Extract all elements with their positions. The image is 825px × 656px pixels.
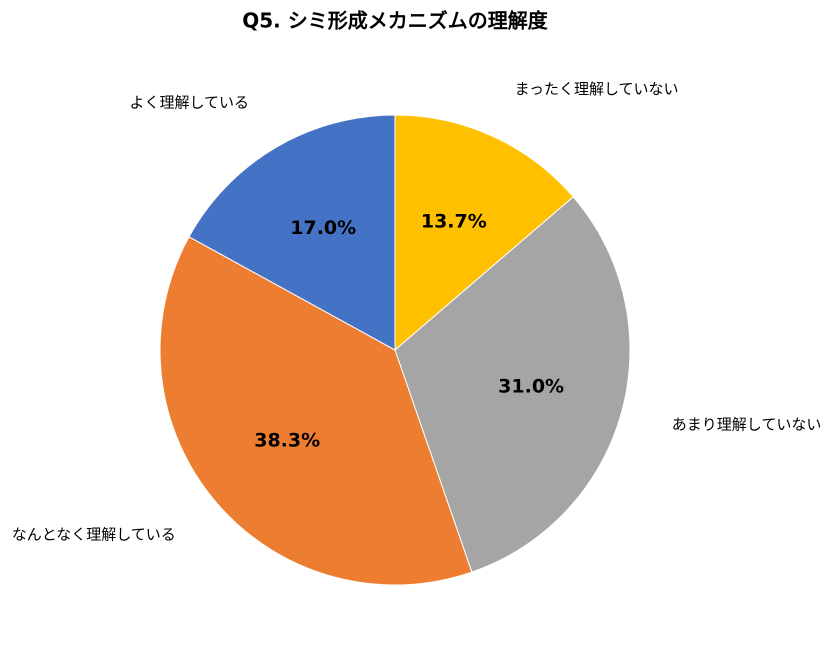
pie-slice [394, 114, 574, 352]
value-label: 17.0% [290, 217, 356, 239]
category-label: あまり理解していない [672, 415, 822, 433]
value-label: 13.7% [421, 210, 487, 232]
category-label: なんとなく理解している [12, 525, 176, 543]
value-label: 31.0% [498, 375, 564, 397]
category-label: まったく理解していない [515, 80, 679, 98]
pie-slice [188, 114, 396, 351]
pie-slice [394, 196, 631, 573]
category-label: よく理解している [129, 94, 249, 112]
value-label: 38.3% [254, 429, 320, 451]
chart-title: Q5. シミ形成メカニズムの理解度 [242, 9, 548, 33]
pie-slice [159, 236, 473, 586]
